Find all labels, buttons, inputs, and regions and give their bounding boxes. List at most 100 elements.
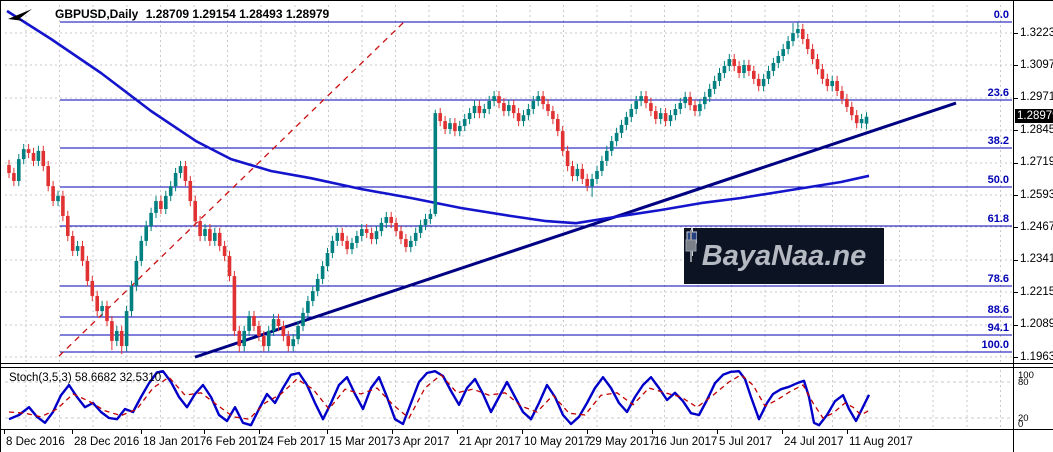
candle-body (21, 149, 26, 160)
candle-body (703, 96, 707, 105)
stoch-axis-label: 20 (1018, 413, 1029, 424)
stochastic-indicator-chart[interactable] (1, 369, 1013, 430)
candle-body (497, 96, 501, 104)
candle-body (654, 111, 658, 120)
stoch-axis-label: 100 (1018, 370, 1034, 381)
candle-body (291, 339, 295, 347)
candle-body (17, 159, 21, 181)
panel-divider[interactable] (1, 363, 1053, 364)
candle-body (580, 168, 585, 179)
fib-label-78.6: 78.6 (988, 273, 1009, 285)
candle-body (262, 336, 266, 347)
candle-body (458, 125, 462, 132)
candle-body (707, 88, 712, 97)
candle-body (213, 232, 217, 241)
candle-body (502, 103, 506, 112)
candle-body (825, 78, 830, 87)
candle-body (144, 225, 148, 241)
candle-body (389, 216, 393, 223)
date-axis-label: 5 Jul 2017 (719, 436, 773, 448)
price-axis-tick (1014, 324, 1018, 326)
candle-body (600, 160, 604, 171)
price-axis-tick (1014, 227, 1018, 229)
candle-body (850, 106, 854, 116)
candle-body (742, 65, 746, 73)
candle-body (355, 236, 359, 243)
candle-body (756, 78, 761, 87)
candle-body (340, 232, 344, 241)
date-axis-label: 8 Dec 2016 (6, 436, 65, 448)
date-axis-tick (327, 430, 328, 434)
candle-body (732, 59, 736, 67)
candle-body (433, 113, 438, 214)
candle-body (590, 178, 594, 187)
candle-body (105, 305, 109, 322)
candle-body (193, 201, 197, 222)
price-axis[interactable]: 1.28979 1.32235 1.30975 1.29715 1.28455 1.27… (1014, 1, 1053, 452)
dashed-trendline[interactable] (58, 20, 406, 357)
price-axis-label: 1.25935 (1020, 188, 1053, 201)
candle-body (360, 229, 364, 237)
candle-body (384, 216, 389, 223)
candle-body (840, 90, 844, 99)
stoch-signal-line[interactable] (8, 373, 870, 420)
moving-average-line[interactable] (6, 9, 870, 225)
candle-body (51, 186, 55, 202)
price-axis-label: 1.24675 (1020, 220, 1053, 233)
candle-body (203, 229, 207, 237)
candle-body (124, 311, 129, 347)
candle-body (374, 231, 379, 240)
candle-body (178, 166, 183, 174)
candle-body (546, 104, 550, 112)
candle-body (737, 66, 741, 73)
candle-body (531, 101, 536, 109)
date-axis-tick (4, 430, 5, 434)
candle-body (159, 201, 163, 210)
date-axis-tick (587, 430, 588, 434)
candle-body (668, 115, 673, 122)
candle-body (164, 195, 168, 210)
date-axis-tick (457, 430, 458, 434)
candle-body (820, 69, 825, 79)
candle-body (154, 201, 158, 213)
date-axis-label: 16 Jun 2017 (654, 436, 718, 448)
candle-body (575, 168, 580, 177)
candle-body (31, 152, 36, 161)
candle-body (570, 166, 575, 177)
price-axis-label: 1.22155 (1020, 285, 1053, 298)
candle-body (614, 132, 619, 142)
candle-body (845, 98, 849, 107)
main-price-chart[interactable]: 0.0 23.6 38.2 50.0 61.8 78.6 88.6 94.1 100.0 (1, 1, 1013, 363)
candle-body (786, 41, 790, 50)
candle-body (46, 166, 50, 187)
date-axis-tick (782, 430, 783, 434)
candle-body (330, 240, 335, 253)
stoch-axis-label: 0 (1018, 419, 1024, 430)
candle-body (232, 276, 237, 331)
candle-body (438, 113, 442, 122)
candle-body (791, 33, 795, 42)
candle-body (683, 96, 687, 104)
candle-body (467, 113, 472, 120)
fib-label-100.0: 100.0 (981, 339, 1009, 351)
candle-body (237, 330, 242, 347)
candle-body (198, 221, 202, 237)
date-axis-tick (72, 430, 73, 434)
candle-body (521, 115, 526, 122)
candle-body (605, 150, 609, 161)
price-axis-label: 1.20895 (1020, 318, 1053, 331)
ascending-trendline[interactable] (194, 101, 957, 359)
fib-label-88.6: 88.6 (988, 304, 1009, 316)
candle-body (208, 229, 212, 241)
candle-body (492, 96, 496, 102)
candle-body (619, 124, 624, 133)
date-axis[interactable]: 8 Dec 2016 28 Dec 2016 18 Jan 2017 6 Feb 20… (1, 430, 1053, 452)
date-axis-label: 3 Apr 2017 (394, 436, 450, 448)
candle-body (281, 326, 286, 337)
candle-body (418, 224, 423, 233)
candle-body (271, 319, 276, 331)
candle-body (761, 78, 766, 87)
date-axis-tick (652, 430, 653, 434)
candle-body (222, 246, 227, 257)
